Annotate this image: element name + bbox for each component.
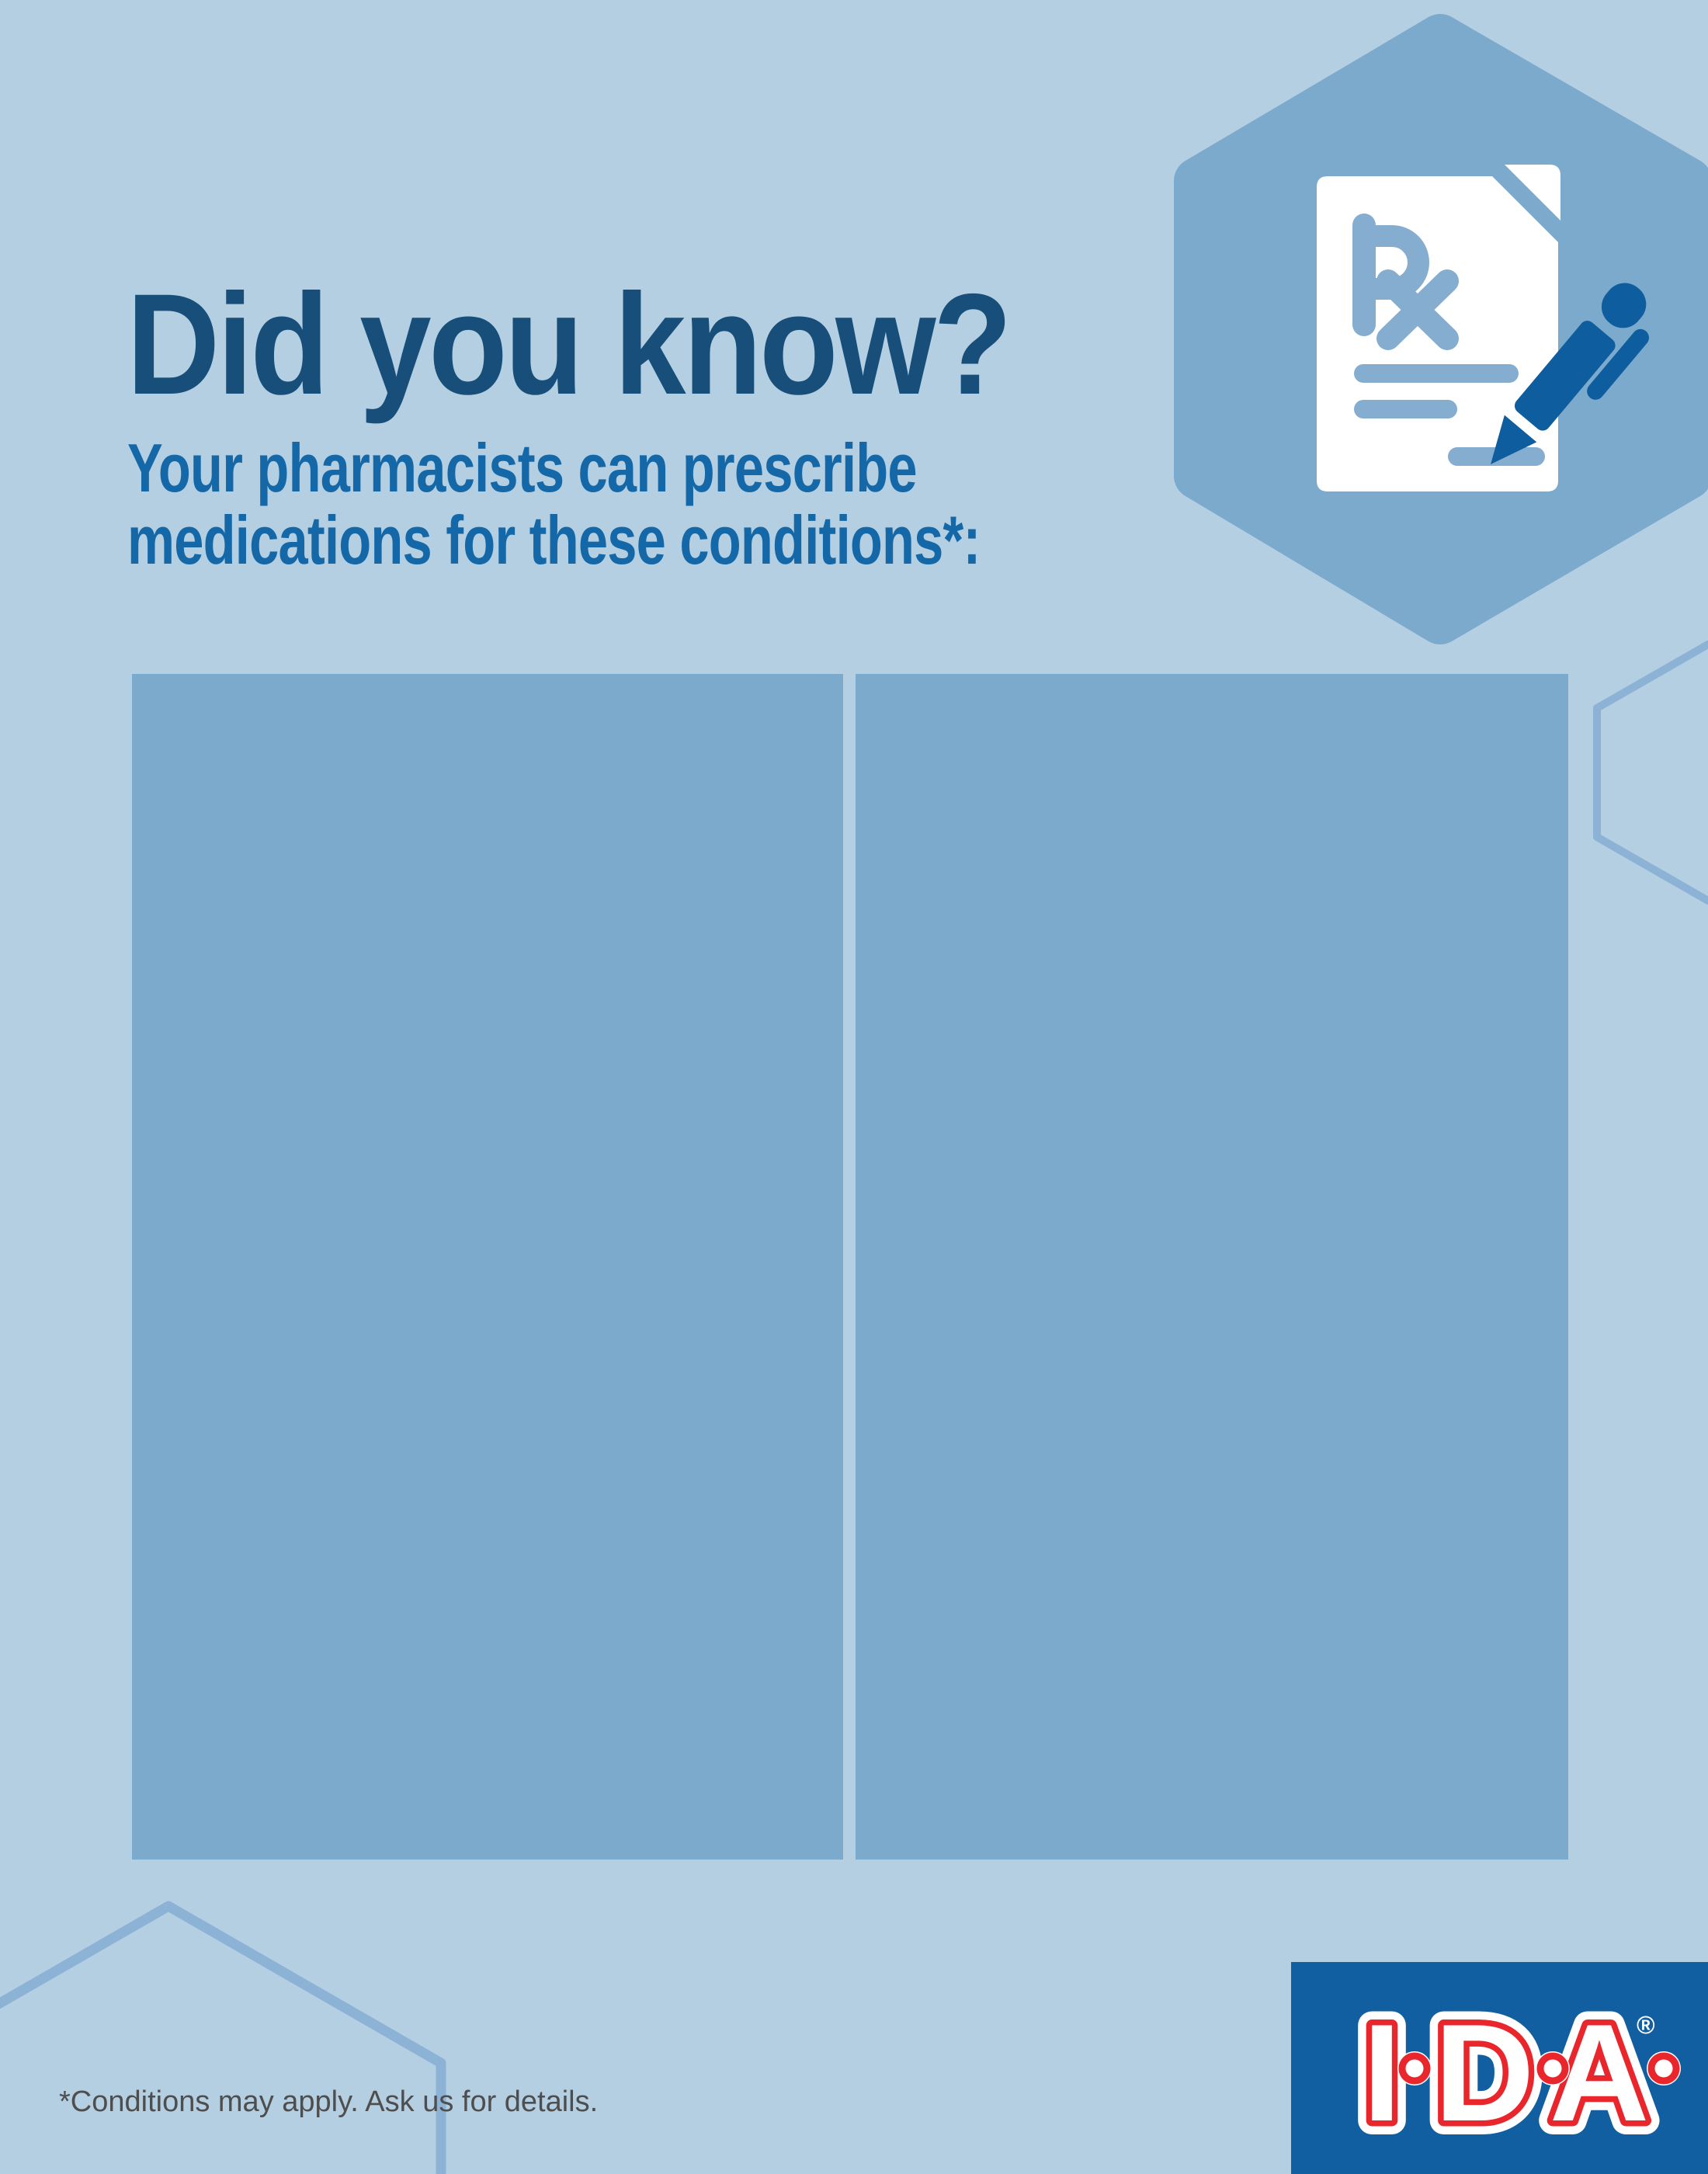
- content-panel-left: [132, 674, 843, 1860]
- hexagon-outline-icon: [0, 1901, 446, 2174]
- subtitle-line: medications for these conditions*:: [127, 502, 981, 578]
- pen-cap: [1601, 283, 1647, 328]
- hexagon-outline-icon: [1593, 641, 1708, 905]
- page-title: Did you know?: [127, 264, 1012, 425]
- pen-clip: [1587, 328, 1649, 400]
- document-text-line: [1354, 364, 1519, 383]
- logo-letter: D: [1435, 1995, 1535, 2150]
- folded-corner-icon: [1505, 165, 1560, 221]
- logo-letter: I: [1363, 1995, 1401, 2150]
- separator-dot-icon: [1647, 2052, 1680, 2085]
- logo-letter: A: [1550, 1995, 1650, 2150]
- logo-separator-dots: [1397, 2051, 1681, 2085]
- subtitle-line: Your pharmacists can prescribe: [127, 429, 918, 506]
- ida-logo: I D A I D A ®: [1349, 1981, 1681, 2164]
- registered-trademark-icon: ®: [1637, 2011, 1655, 2039]
- pen-nib: [1491, 415, 1537, 464]
- page-subtitle: Your pharmacists can prescribe medicatio…: [127, 432, 981, 576]
- separator-dot-icon: [1398, 2052, 1431, 2085]
- ida-logo-box: I D A I D A ®: [1291, 1962, 1708, 2174]
- separator-dot-icon: [1536, 2052, 1569, 2085]
- pen-icon: [1491, 283, 1649, 464]
- pen-barrel: [1514, 321, 1616, 431]
- document-text-line: [1354, 400, 1457, 418]
- rx-symbol-icon: [1352, 214, 1459, 350]
- content-panel-right: [856, 674, 1568, 1860]
- disclaimer-text: *Conditions may apply. Ask us for detail…: [59, 2085, 599, 2118]
- logo-letter-outline: D: [1435, 1995, 1535, 2150]
